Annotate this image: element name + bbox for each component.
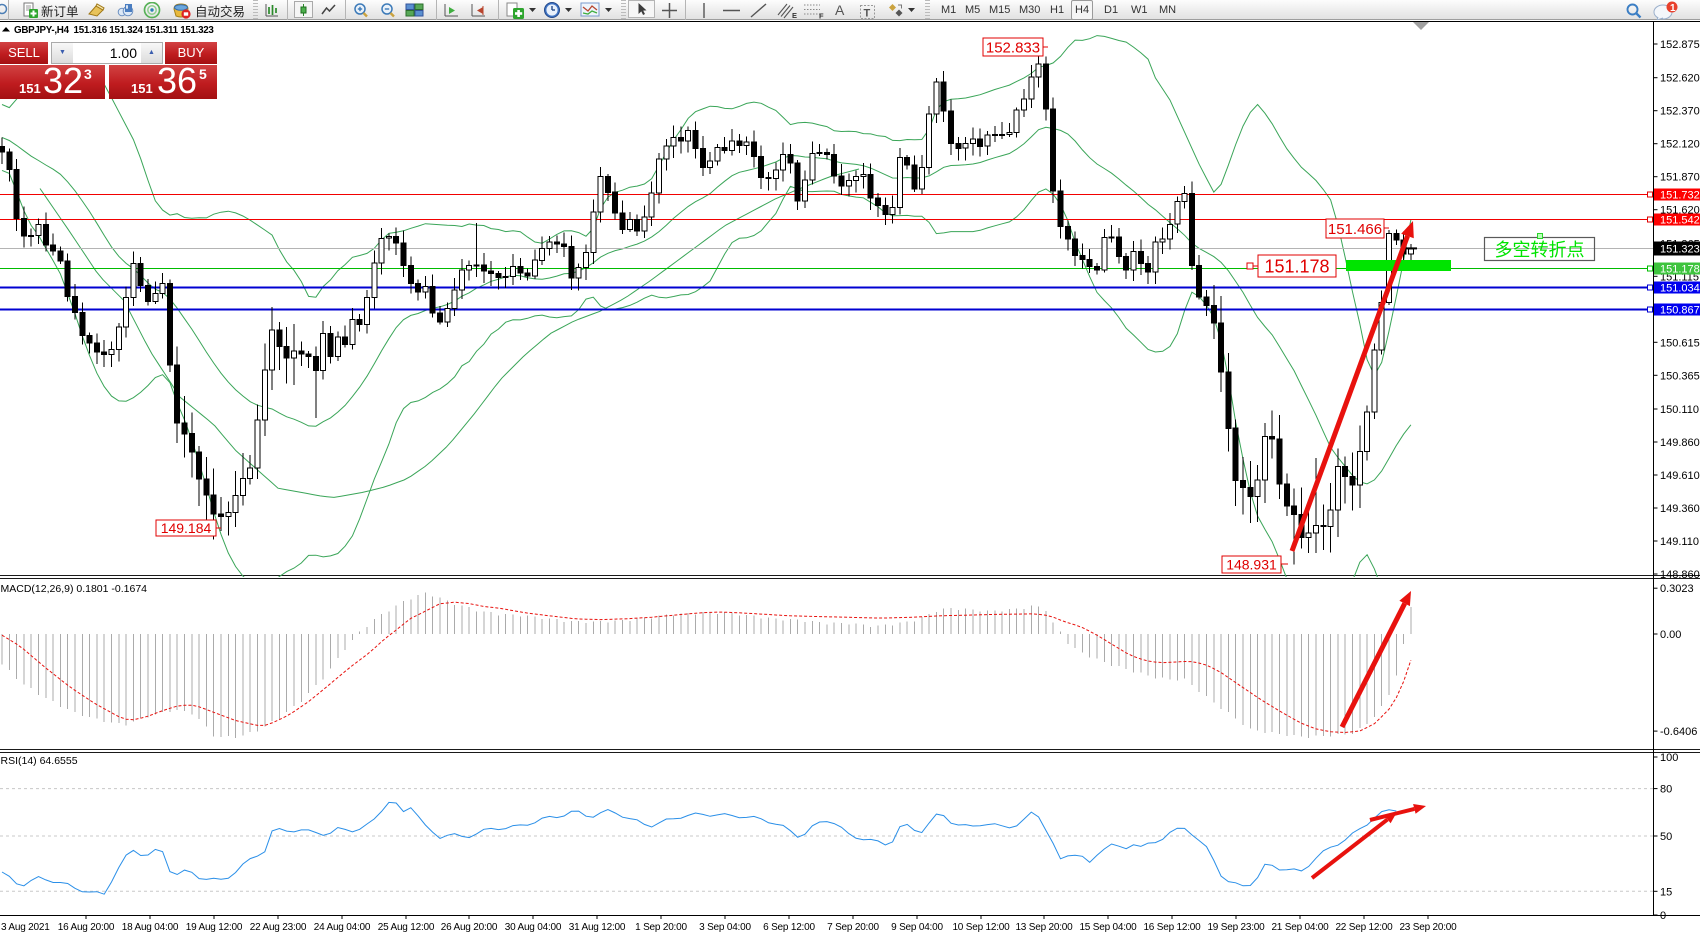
svg-text:15 Sep 04:00: 15 Sep 04:00 <box>1079 922 1137 933</box>
svg-text:16 Aug 20:00: 16 Aug 20:00 <box>58 922 115 933</box>
svg-text:22 Aug 23:00: 22 Aug 23:00 <box>250 922 307 933</box>
svg-text:25 Aug 12:00: 25 Aug 12:00 <box>378 922 435 933</box>
svg-text:18 Aug 04:00: 18 Aug 04:00 <box>122 922 179 933</box>
svg-text:22 Sep 12:00: 22 Sep 12:00 <box>1335 922 1393 933</box>
svg-text:152.620: 152.620 <box>1660 73 1700 85</box>
svg-text:0.00: 0.00 <box>1660 629 1681 641</box>
svg-text:23 Sep 20:00: 23 Sep 20:00 <box>1399 922 1457 933</box>
svg-text:151.466: 151.466 <box>1328 221 1382 238</box>
svg-text:149.860: 149.860 <box>1660 437 1700 449</box>
svg-text:1 Sep 20:00: 1 Sep 20:00 <box>635 922 687 933</box>
svg-text:152.875: 152.875 <box>1660 39 1700 51</box>
svg-text:1: 1 <box>1670 2 1676 13</box>
svg-text:26 Aug 20:00: 26 Aug 20:00 <box>441 922 498 933</box>
svg-text:150.365: 150.365 <box>1660 370 1700 382</box>
svg-text:151.323: 151.323 <box>1660 244 1700 256</box>
svg-text:16 Sep 12:00: 16 Sep 12:00 <box>1143 922 1201 933</box>
svg-text:多空转折点: 多空转折点 <box>1495 240 1585 260</box>
svg-text:T: T <box>864 7 871 19</box>
svg-text:151.178: 151.178 <box>1264 256 1329 276</box>
svg-text:0: 0 <box>1660 910 1666 922</box>
svg-text:9 Sep 04:00: 9 Sep 04:00 <box>891 922 943 933</box>
svg-text:150.615: 150.615 <box>1660 337 1700 349</box>
svg-text:30 Aug 04:00: 30 Aug 04:00 <box>505 922 562 933</box>
svg-text:152.370: 152.370 <box>1660 106 1700 118</box>
svg-text:F: F <box>819 11 824 19</box>
svg-text:150.867: 150.867 <box>1660 305 1700 317</box>
svg-text:31 Aug 12:00: 31 Aug 12:00 <box>569 922 626 933</box>
svg-text:50: 50 <box>1660 831 1672 843</box>
svg-text:10 Sep 12:00: 10 Sep 12:00 <box>952 922 1010 933</box>
svg-text:13 Sep 20:00: 13 Sep 20:00 <box>1015 922 1073 933</box>
svg-text:149.110: 149.110 <box>1660 536 1699 548</box>
svg-text:15: 15 <box>1660 886 1672 898</box>
svg-text:7 Sep 20:00: 7 Sep 20:00 <box>827 922 879 933</box>
svg-text:151.870: 151.870 <box>1660 172 1700 184</box>
svg-text:0.3023: 0.3023 <box>1660 583 1694 595</box>
svg-text:148.860: 148.860 <box>1660 569 1700 581</box>
svg-text:21 Sep 04:00: 21 Sep 04:00 <box>1271 922 1329 933</box>
svg-text:MACD(12,26,9) 0.1801 -0.1674: MACD(12,26,9) 0.1801 -0.1674 <box>1 583 148 595</box>
svg-text:80: 80 <box>1660 784 1672 796</box>
svg-text:151.178: 151.178 <box>1660 264 1700 276</box>
svg-text:151.034: 151.034 <box>1660 283 1700 295</box>
svg-text:149.184: 149.184 <box>161 520 212 536</box>
svg-text:GBPJPY-,H4 151.316 151.324 15: GBPJPY-,H4 151.316 151.324 151.311 151.3… <box>14 25 214 36</box>
svg-text:149.610: 149.610 <box>1660 470 1700 482</box>
svg-text:19 Aug 12:00: 19 Aug 12:00 <box>186 922 243 933</box>
svg-text:150.110: 150.110 <box>1660 404 1699 416</box>
svg-text:E: E <box>792 11 797 19</box>
svg-text:24 Aug 04:00: 24 Aug 04:00 <box>314 922 371 933</box>
svg-text:3 Aug 2021: 3 Aug 2021 <box>1 922 50 933</box>
svg-text:148.931: 148.931 <box>1226 557 1277 573</box>
svg-text:151.542: 151.542 <box>1660 215 1700 227</box>
svg-text:3 Sep 04:00: 3 Sep 04:00 <box>699 922 751 933</box>
svg-text:152.833: 152.833 <box>986 39 1040 56</box>
svg-text:-0.6406: -0.6406 <box>1660 726 1697 738</box>
svg-text:RSI(14) 64.6555: RSI(14) 64.6555 <box>1 755 78 767</box>
svg-text:19 Sep 23:00: 19 Sep 23:00 <box>1207 922 1265 933</box>
svg-text:151.732: 151.732 <box>1660 190 1700 202</box>
svg-text:6 Sep 12:00: 6 Sep 12:00 <box>763 922 815 933</box>
svg-text:100: 100 <box>1660 752 1678 764</box>
svg-text:152.120: 152.120 <box>1660 139 1700 151</box>
svg-text:149.360: 149.360 <box>1660 503 1700 515</box>
